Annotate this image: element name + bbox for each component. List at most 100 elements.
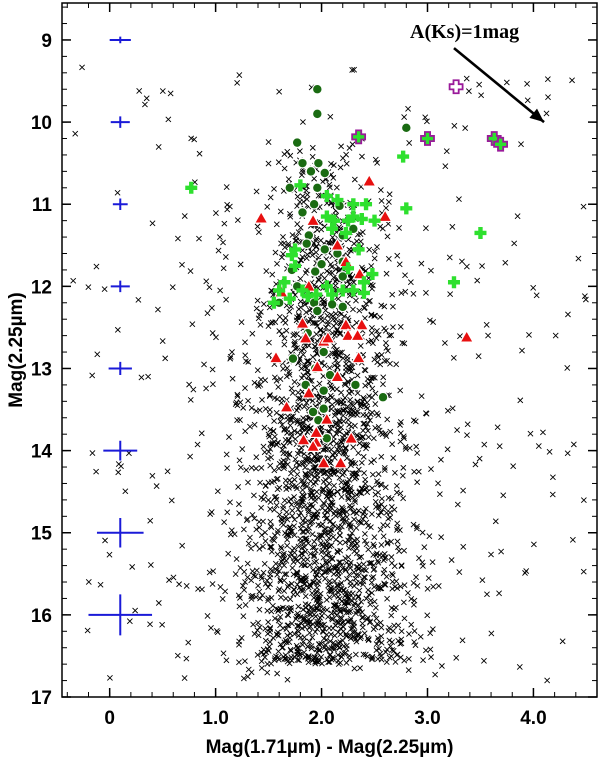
field-star-marker: [326, 594, 333, 601]
field-star-marker: [380, 381, 386, 388]
field-star-marker: [267, 440, 274, 447]
field-star-marker: [286, 660, 293, 667]
field-star-marker: [266, 391, 273, 398]
field-star-marker: [129, 563, 136, 570]
field-star-marker: [381, 358, 388, 364]
field-star-marker: [312, 319, 318, 326]
field-star-marker: [321, 299, 328, 306]
green-plus-source: [289, 259, 302, 272]
field-star-marker: [254, 367, 261, 374]
field-star-marker: [281, 639, 288, 646]
field-star-marker: [273, 606, 280, 612]
green-circle-source: [337, 271, 349, 282]
field-star-marker: [268, 287, 275, 294]
field-star-marker: [382, 649, 389, 655]
field-star-marker: [292, 456, 299, 463]
field-star-marker: [356, 489, 363, 496]
field-star-marker: [256, 524, 263, 531]
field-star-marker: [479, 577, 486, 584]
field-star-marker: [241, 587, 248, 593]
field-star-marker: [370, 340, 376, 347]
field-star-marker: [310, 320, 316, 327]
field-star-marker: [226, 434, 232, 440]
field-star-marker: [234, 79, 241, 86]
field-star-marker: [286, 524, 293, 531]
field-star-marker: [334, 549, 341, 556]
field-star-marker: [323, 483, 330, 490]
field-star-marker: [165, 116, 172, 123]
field-star-marker: [298, 444, 305, 451]
field-star-marker: [293, 460, 300, 466]
field-star-marker: [370, 435, 377, 442]
field-star-marker: [344, 594, 351, 601]
field-star-marker: [306, 524, 313, 531]
field-star-marker: [325, 321, 331, 328]
field-star-marker: [251, 379, 258, 386]
field-star-marker: [260, 301, 267, 307]
field-star-marker: [524, 80, 531, 87]
field-star-marker: [341, 448, 348, 455]
field-star-marker: [277, 594, 284, 601]
field-star-marker: [309, 634, 316, 641]
field-star-marker: [159, 621, 166, 628]
field-star-marker: [174, 652, 181, 659]
field-star-marker: [406, 140, 413, 146]
field-star-marker: [269, 271, 276, 278]
field-star-marker: [335, 652, 341, 658]
field-star-marker: [402, 288, 409, 295]
green-circle-source: [350, 379, 361, 391]
field-star-marker: [346, 364, 352, 371]
red-triangle-source: [354, 317, 370, 331]
field-star-marker: [424, 585, 431, 592]
field-star-marker: [362, 505, 369, 512]
field-star-marker: [328, 542, 335, 549]
field-star-marker: [377, 653, 384, 660]
field-star-marker: [302, 515, 308, 521]
plot-frame: [61, 2, 598, 698]
green-circle-source: [311, 182, 323, 194]
field-star-marker: [279, 421, 286, 428]
field-star-marker: [296, 657, 303, 664]
field-star-marker: [386, 332, 393, 339]
field-star-marker: [336, 527, 343, 534]
field-star-marker: [401, 657, 408, 664]
field-star-marker: [384, 540, 391, 547]
field-star-marker: [288, 385, 295, 392]
field-star-marker: [176, 581, 182, 588]
field-star-marker: [381, 467, 388, 474]
field-star-marker: [348, 276, 355, 282]
field-star-marker: [384, 522, 391, 529]
field-star-marker: [435, 480, 441, 487]
field-star-marker: [398, 628, 405, 635]
field-star-marker: [378, 639, 385, 646]
red-triangle-source: [319, 411, 335, 425]
field-star-marker: [299, 426, 306, 433]
green-circle-source: [291, 137, 303, 149]
field-star-marker: [384, 595, 391, 602]
field-star-marker: [296, 649, 303, 656]
field-star-marker: [101, 286, 108, 293]
field-star-marker: [410, 580, 417, 586]
purple-plus-source: [493, 136, 508, 152]
field-star-marker: [350, 595, 357, 601]
field-star-marker: [341, 432, 347, 439]
field-star-marker: [365, 523, 372, 529]
green-circle-source: [311, 305, 323, 317]
field-star-marker: [294, 644, 301, 651]
field-star-marker: [430, 583, 437, 590]
y-tick-label: 12: [31, 277, 52, 298]
field-star-marker: [300, 481, 307, 488]
field-star-marker: [297, 502, 303, 509]
field-star-marker: [238, 635, 245, 641]
field-star-marker: [460, 543, 467, 550]
field-star-marker: [530, 284, 537, 291]
field-star-marker: [278, 396, 285, 402]
field-star-marker: [224, 206, 231, 213]
field-star-marker: [268, 524, 275, 531]
field-star-marker: [337, 442, 343, 449]
field-star-marker: [237, 261, 244, 268]
field-star-marker: [305, 369, 312, 376]
field-star-marker: [300, 638, 307, 645]
field-star-marker: [322, 641, 329, 648]
field-star-marker: [311, 579, 317, 585]
